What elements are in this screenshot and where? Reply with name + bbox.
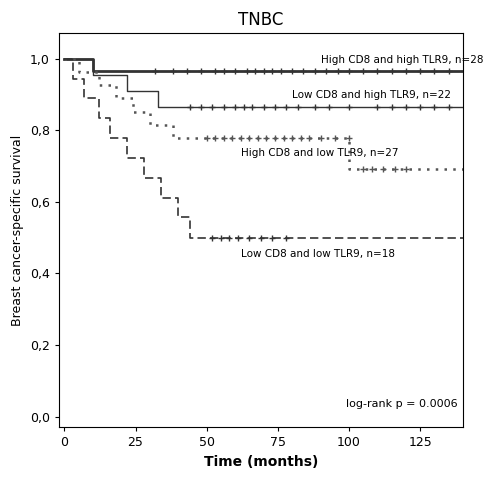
X-axis label: Time (months): Time (months) — [204, 455, 318, 469]
Text: High CD8 and high TLR9, n=28: High CD8 and high TLR9, n=28 — [320, 55, 483, 65]
Text: Low CD8 and low TLR9, n=18: Low CD8 and low TLR9, n=18 — [241, 249, 395, 259]
Y-axis label: Breast cancer-specific survival: Breast cancer-specific survival — [11, 135, 24, 326]
Text: log-rank p = 0.0006: log-rank p = 0.0006 — [346, 399, 457, 408]
Text: High CD8 and low TLR9, n=27: High CD8 and low TLR9, n=27 — [241, 148, 398, 158]
Title: TNBC: TNBC — [238, 11, 284, 29]
Text: Low CD8 and high TLR9, n=22: Low CD8 and high TLR9, n=22 — [292, 90, 451, 100]
